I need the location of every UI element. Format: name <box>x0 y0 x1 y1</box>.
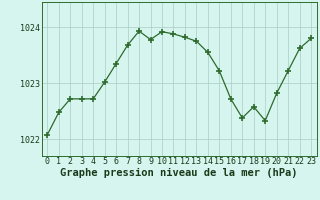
X-axis label: Graphe pression niveau de la mer (hPa): Graphe pression niveau de la mer (hPa) <box>60 168 298 178</box>
